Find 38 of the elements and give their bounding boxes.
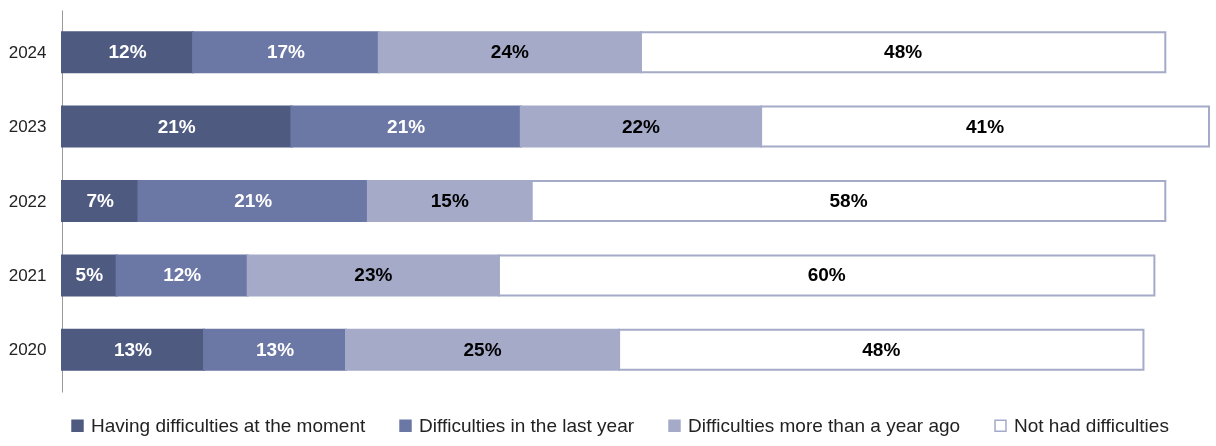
y-tick-label: 2022: [8, 191, 47, 211]
y-tick-label: 2020: [8, 340, 47, 360]
data-label: 25%: [463, 338, 502, 360]
data-label: 13%: [113, 338, 153, 360]
bar: [192, 31, 380, 74]
data-label: 21%: [234, 190, 273, 211]
data-label: 7%: [86, 190, 115, 211]
data-label: 12%: [108, 41, 147, 63]
y-tick-label: 2024: [8, 42, 47, 62]
bar: [61, 31, 195, 74]
data-label: 13%: [256, 338, 295, 360]
data-label: 5%: [75, 264, 104, 286]
legend-label: Having difficulties at the moment: [91, 414, 366, 436]
data-label: 41%: [966, 115, 1005, 137]
bar: [290, 105, 522, 148]
bar: [61, 328, 206, 371]
data-label: 24%: [490, 41, 529, 63]
data-label: 60%: [807, 264, 846, 286]
data-label: 17%: [266, 41, 306, 63]
data-label: 12%: [163, 264, 202, 286]
data-label: 22%: [621, 115, 661, 137]
bar: [203, 328, 348, 371]
bar: [61, 105, 293, 148]
data-label: 23%: [354, 264, 393, 286]
legend-label: Difficulties in the last year: [419, 414, 635, 436]
y-tick-label: 2021: [8, 265, 47, 285]
bar: [137, 180, 369, 222]
data-label: 48%: [884, 41, 923, 63]
data-label: 58%: [829, 190, 868, 211]
data-label: 21%: [157, 115, 196, 137]
data-label: 21%: [387, 115, 426, 137]
y-tick-label: 2023: [8, 117, 47, 137]
bar: [115, 254, 249, 297]
bar: [61, 180, 140, 222]
data-label: 15%: [430, 190, 469, 211]
data-label: 48%: [862, 338, 901, 360]
legend-label: Difficulties more than a year ago: [688, 414, 961, 436]
legend-label: Not had difficulties: [1014, 414, 1169, 436]
